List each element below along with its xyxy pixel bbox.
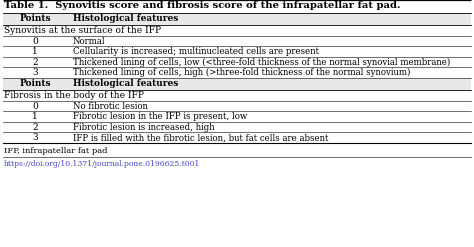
Text: 0: 0 — [32, 102, 38, 111]
Text: Fibrotic lesion in the IFP is present, low: Fibrotic lesion in the IFP is present, l… — [73, 112, 247, 121]
Text: Thickened lining of cells, low (<three-fold thickness of the normal synovial mem: Thickened lining of cells, low (<three-f… — [73, 58, 450, 67]
Text: Fibrotic lesion is increased, high: Fibrotic lesion is increased, high — [73, 123, 215, 132]
Text: Thickened lining of cells, high (>three-fold thickness of the normal synovium): Thickened lining of cells, high (>three-… — [73, 68, 410, 77]
Text: 1: 1 — [32, 112, 38, 121]
Text: Synovitis at the surface of the IFP: Synovitis at the surface of the IFP — [4, 26, 161, 35]
Text: Normal: Normal — [73, 37, 106, 46]
Text: IFP, infrapatellar fat pad: IFP, infrapatellar fat pad — [4, 147, 108, 155]
Text: 3: 3 — [32, 68, 38, 77]
Text: Table 1.  Synovitis score and fibrosis score of the infrapatellar fat pad.: Table 1. Synovitis score and fibrosis sc… — [4, 1, 401, 11]
Text: No fibrotic lesion: No fibrotic lesion — [73, 102, 148, 111]
Text: Points: Points — [19, 80, 51, 88]
Text: Histological features: Histological features — [73, 80, 178, 88]
Text: Histological features: Histological features — [73, 15, 178, 23]
Text: 0: 0 — [32, 37, 38, 46]
Text: Points: Points — [19, 15, 51, 23]
Text: 2: 2 — [32, 58, 38, 67]
Text: 1: 1 — [32, 47, 38, 56]
Text: 2: 2 — [32, 123, 38, 132]
Text: IFP is filled with the fibrotic lesion, but fat cells are absent: IFP is filled with the fibrotic lesion, … — [73, 133, 328, 142]
Bar — [3, 78, 471, 90]
Text: https://doi.org/10.1371/journal.pone.0196625.t001: https://doi.org/10.1371/journal.pone.019… — [4, 161, 201, 168]
Text: Cellularity is increased; multinucleated cells are present: Cellularity is increased; multinucleated… — [73, 47, 319, 56]
Text: 3: 3 — [32, 133, 38, 142]
Bar — [3, 13, 471, 25]
Text: Fibrosis in the body of the IFP: Fibrosis in the body of the IFP — [4, 91, 144, 100]
